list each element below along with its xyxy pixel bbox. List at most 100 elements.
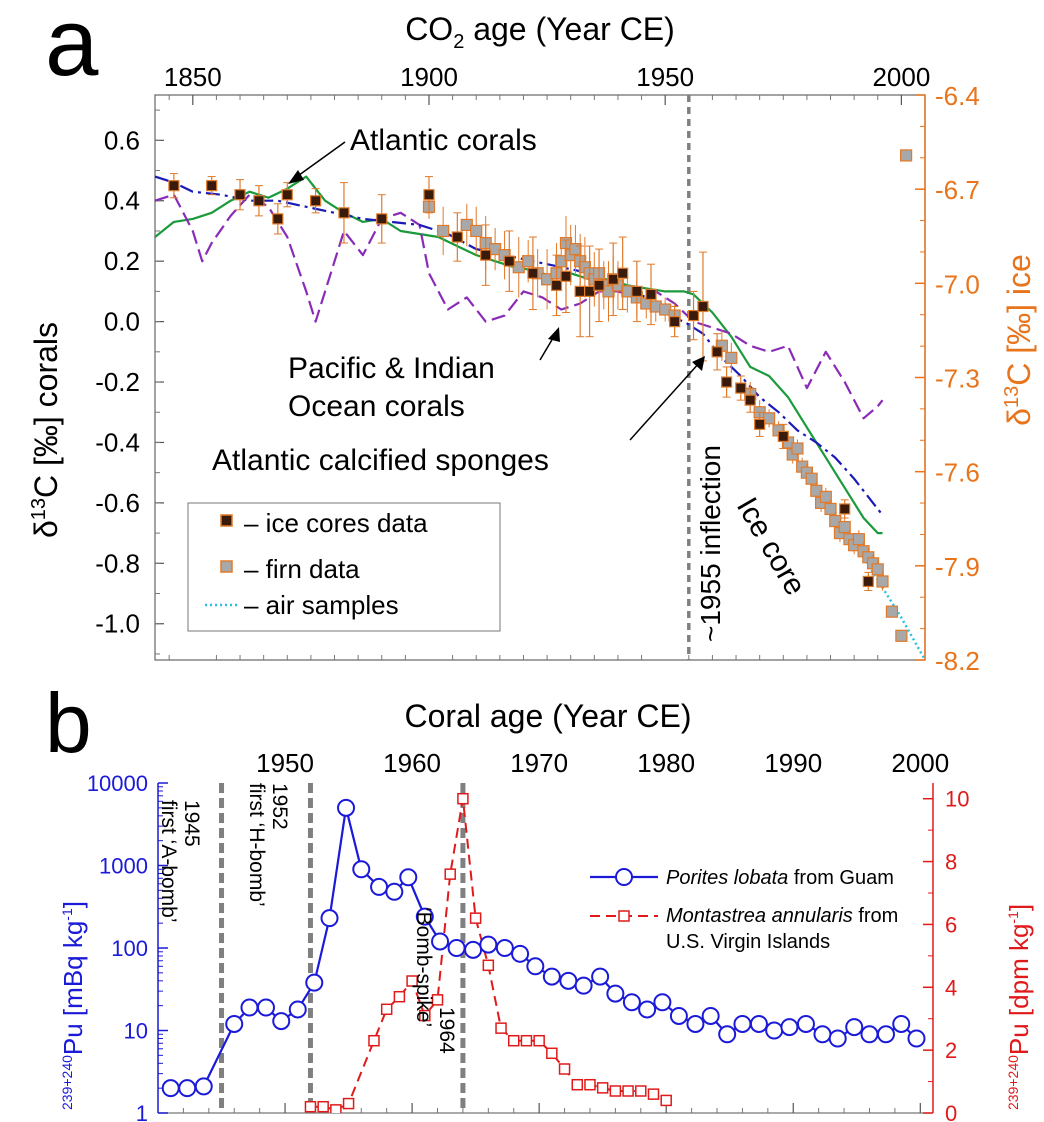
a-firn-point — [838, 520, 851, 534]
b-porites-point — [749, 1014, 768, 1033]
b-porites-point — [622, 993, 641, 1012]
b-xtick-label: 1970 — [510, 748, 568, 778]
arrowhead-pacific — [548, 327, 560, 342]
b-porites-point — [718, 1025, 737, 1044]
a-firn-point — [725, 351, 738, 364]
a-ice-point — [310, 195, 322, 207]
b-montastrea-point — [533, 1034, 545, 1047]
b-xtick-label: 2000 — [891, 748, 949, 778]
a-ice-point — [206, 180, 218, 192]
panel-a-plot — [155, 95, 925, 660]
a-firn-point — [470, 224, 483, 238]
arrowhead-sponges — [692, 356, 705, 371]
b-montastrea-point — [380, 1003, 393, 1016]
b-porites-point — [892, 1014, 911, 1033]
a-ytick-label-left: 0.2 — [104, 246, 140, 276]
a-ice-point — [550, 279, 563, 291]
panel-a-axes: 1850 1900 1950 2000 0.6 0.4 0.2 0.0 -0.2 -0.4 -0.6… — [95, 62, 980, 676]
vline-label-1952: 1952 first ‘H-bomb’ — [245, 783, 291, 907]
a-ice-point — [839, 503, 851, 515]
legend-air-label: – air samples — [244, 590, 399, 620]
legend-ice-marker — [220, 514, 233, 527]
panel-label-a: a — [45, 0, 99, 96]
a-ice-point — [862, 575, 874, 588]
legend-porites-label: Porites lobata from Guam — [666, 867, 894, 889]
a-firn-point — [763, 412, 776, 425]
legend-ice-label: – ice cores data — [244, 508, 428, 538]
b-porites-point — [638, 1000, 657, 1019]
b-ytick-label-right: 10 — [945, 787, 969, 812]
b-porites-point — [780, 1018, 799, 1037]
a-ytick-label-right: -6.4 — [935, 81, 980, 111]
legend-montastrea-marker — [618, 910, 630, 922]
b-porites-point — [447, 939, 466, 957]
annotation-sponges: Atlantic calcified sponges — [212, 444, 549, 477]
panel-a-ylabel-right: δ13C [‰] ice — [1001, 254, 1037, 426]
a-ice-point — [574, 285, 586, 297]
panel-b-legend: Porites lobata from Guam Montastrea annu… — [590, 867, 898, 953]
svg-text:first ‘H-bomb’: first ‘H-bomb’ — [245, 783, 268, 907]
b-montastrea-point — [469, 912, 482, 924]
b-porites-point — [765, 1021, 784, 1040]
b-ytick-label-left: 100 — [111, 936, 148, 961]
b-montastrea-point — [596, 1082, 609, 1094]
a-xtick-label: 1900 — [400, 62, 458, 92]
arrowhead-atlantic-corals — [288, 170, 304, 184]
b-porites-point — [431, 932, 450, 951]
a-ytick-label-left: 0.4 — [104, 186, 140, 216]
a-ytick-label-left: -1.0 — [95, 609, 140, 639]
annotation-pacific-line2: Ocean corals — [288, 390, 465, 423]
a-ice-point — [631, 285, 643, 297]
svg-text:δ13C [‰] corals: δ13C [‰] corals — [28, 322, 64, 538]
a-ice-point — [617, 267, 629, 279]
a-firn-point — [805, 472, 818, 485]
a-ice-point — [593, 279, 605, 291]
b-ytick-label-right: 0 — [945, 1101, 957, 1122]
legend-montastrea-label: Montastrea annularis from — [666, 905, 898, 927]
panel-b-ylabel-left: 239+240Pu [mBq kg-1] — [58, 901, 88, 1110]
svg-text:Ice core: Ice core — [730, 492, 812, 601]
b-montastrea-point — [609, 1085, 622, 1097]
b-porites-point — [479, 935, 498, 954]
a-series-air-samples — [862, 556, 925, 660]
svg-text:1964: 1964 — [435, 1007, 458, 1054]
b-porites-point — [733, 1014, 752, 1033]
a-firn-point — [876, 575, 889, 588]
b-ytick-label-left: 10 — [124, 1019, 148, 1044]
b-montastrea-point — [647, 1088, 660, 1100]
b-montastrea-point — [495, 1022, 507, 1034]
a-ice-point — [607, 273, 619, 285]
a-firn-point — [522, 255, 535, 268]
legend-firn-label: – firn data — [244, 554, 360, 584]
b-montastrea-point — [431, 994, 444, 1006]
a-ice-point — [777, 430, 789, 443]
b-porites-point — [559, 971, 578, 990]
b-montastrea-point — [406, 975, 418, 987]
a-ice-point — [720, 376, 733, 388]
legend-porites-marker — [615, 868, 633, 886]
b-montastrea-point — [660, 1094, 672, 1107]
b-ytick-label-right: 4 — [945, 975, 957, 1000]
b-porites-point — [828, 1029, 847, 1048]
b-porites-point — [415, 907, 434, 926]
b-montastrea-point — [304, 1100, 317, 1113]
b-porites-point — [464, 940, 483, 959]
b-porites-point — [542, 967, 561, 986]
b-porites-point — [701, 1006, 720, 1025]
b-porites-point — [399, 868, 418, 887]
b-montastrea-point — [571, 1078, 584, 1091]
b-porites-point — [495, 939, 514, 957]
svg-text:δ13C [‰] ice: δ13C [‰] ice — [1001, 254, 1037, 426]
panel-a-legend: – ice cores data – firn data – air sampl… — [187, 502, 501, 632]
svg-text:1945: 1945 — [180, 800, 203, 847]
a-firn-point — [824, 502, 837, 516]
b-montastrea-point — [507, 1034, 520, 1047]
b-montastrea-point — [330, 1104, 342, 1113]
b-porites-point — [813, 1025, 832, 1044]
b-montastrea-point — [520, 1034, 533, 1047]
b-porites-point — [161, 1079, 180, 1098]
legend-box — [187, 502, 501, 632]
a-ice-point — [272, 213, 284, 225]
a-ytick-label-left: -0.8 — [95, 548, 140, 578]
b-porites-point — [669, 1006, 688, 1025]
